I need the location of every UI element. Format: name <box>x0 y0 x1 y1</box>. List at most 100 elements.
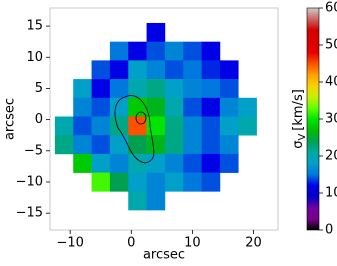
map-cell <box>128 116 147 136</box>
cb-unit: [km/s] <box>291 89 306 131</box>
map-cell <box>183 135 202 155</box>
map-cell <box>238 116 257 136</box>
map-cell <box>146 97 166 117</box>
map-cell <box>109 41 129 61</box>
map-cell <box>164 116 184 136</box>
map-cell <box>183 41 202 61</box>
y-tick-label: −15 <box>16 206 43 221</box>
map-cell <box>146 153 166 173</box>
map-cell <box>109 116 129 136</box>
map-cell <box>183 79 202 99</box>
map-cell <box>164 172 184 192</box>
map-cell <box>164 97 184 117</box>
colorbar-tick-label: 50 <box>325 38 337 53</box>
map-cell <box>219 135 239 155</box>
map-cell <box>201 153 221 173</box>
map-cell <box>146 60 166 80</box>
map-cell <box>201 79 221 99</box>
map-cell <box>128 60 147 80</box>
map-cell <box>73 97 92 117</box>
map-cell <box>219 79 239 99</box>
map-cell <box>164 153 184 173</box>
map-cell <box>164 60 184 80</box>
map-cell <box>201 135 221 155</box>
map-cell <box>91 172 111 192</box>
map-cell <box>91 116 111 136</box>
map-cell <box>91 97 111 117</box>
map-cell <box>73 79 92 99</box>
map <box>54 22 257 211</box>
colorbar <box>306 7 320 231</box>
colorbar-tick-label: 20 <box>325 149 337 164</box>
map-cell <box>146 22 166 42</box>
contour <box>135 111 147 125</box>
map-cell <box>164 135 184 155</box>
map-cell <box>109 135 129 155</box>
map-cell <box>128 79 147 99</box>
cb-subscript: V <box>297 134 308 141</box>
map-cell <box>146 191 166 211</box>
map-cell <box>128 41 147 61</box>
y-tick-label: −5 <box>24 143 43 158</box>
map-cell <box>183 60 202 80</box>
map-cell <box>183 153 202 173</box>
x-tick-label: 0 <box>127 236 135 251</box>
map-cell <box>128 172 147 192</box>
map-cell <box>54 135 74 155</box>
contour <box>114 95 155 164</box>
map-cell <box>164 79 184 99</box>
map-cell <box>128 191 147 211</box>
x-axis-label: arcsec <box>143 248 185 263</box>
cb-symbol: σ <box>291 141 306 149</box>
y-tick-label: −10 <box>16 174 43 189</box>
map-cell <box>164 41 184 61</box>
x-tick-label: 20 <box>245 236 262 251</box>
map-cell <box>219 153 239 173</box>
map-cell <box>183 116 202 136</box>
map-cell <box>54 116 74 136</box>
map-cell <box>238 97 257 117</box>
y-axis-label: arcsec <box>3 98 18 140</box>
map-cell <box>73 135 92 155</box>
colorbar-tick-label: 30 <box>325 112 337 127</box>
map-cell <box>91 79 111 99</box>
map-cell <box>183 172 202 192</box>
colorbar-label: σV [km/s] <box>291 89 309 149</box>
map-cell <box>201 172 221 192</box>
map-cell <box>128 153 147 173</box>
map-cell <box>201 60 221 80</box>
map-cell <box>201 41 221 61</box>
y-tick-label: 5 <box>35 81 43 96</box>
map-cell <box>146 172 166 192</box>
y-tick-label: 15 <box>26 19 43 34</box>
x-tick-label: 10 <box>184 236 201 251</box>
map-cell <box>201 97 221 117</box>
map-cell <box>73 153 92 173</box>
map-cell <box>146 135 166 155</box>
y-tick-label: 10 <box>26 50 43 65</box>
colorbar-tick-label: 0 <box>325 223 333 238</box>
x-tick-label: −10 <box>56 236 83 251</box>
map-cell <box>146 79 166 99</box>
map-cell <box>146 41 166 61</box>
plot-frame <box>49 7 279 231</box>
map-cell <box>91 135 111 155</box>
map-cell <box>128 135 147 155</box>
map-cell <box>219 97 239 117</box>
map-cell <box>201 116 221 136</box>
map-cell <box>219 116 239 136</box>
map-cell <box>183 97 202 117</box>
map-cell <box>109 172 129 192</box>
colorbar-tick-label: 60 <box>325 1 337 16</box>
map-cell <box>109 153 129 173</box>
map-cell <box>219 60 239 80</box>
map-cell <box>109 79 129 99</box>
map-cell <box>91 60 111 80</box>
colorbar-tick-label: 40 <box>325 75 337 90</box>
map-cell <box>109 60 129 80</box>
colorbar-tick-label: 10 <box>325 186 337 201</box>
map-cell <box>146 116 166 136</box>
map-cell <box>91 153 111 173</box>
map-cell <box>73 116 92 136</box>
